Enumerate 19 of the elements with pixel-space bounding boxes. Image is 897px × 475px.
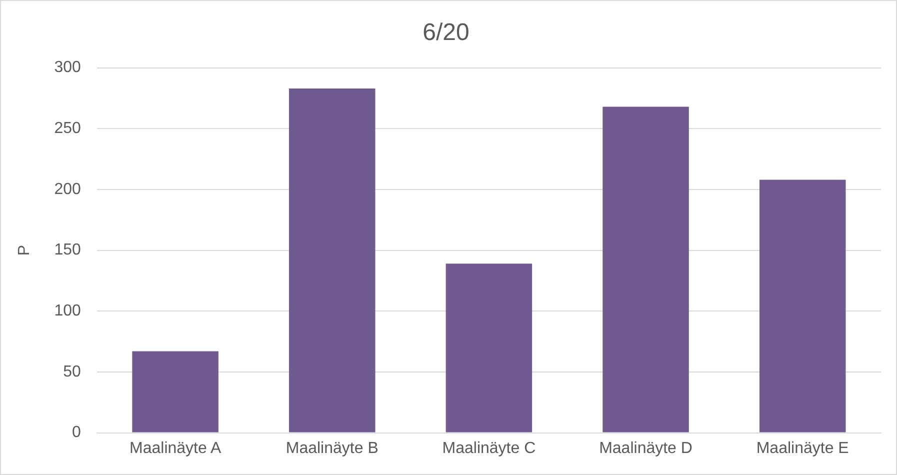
y-tick-label: 300 [54, 59, 81, 76]
bar [759, 180, 846, 432]
bar [446, 264, 532, 432]
x-tick-label: Maalinäyte B [286, 440, 378, 457]
y-tick-label: 50 [63, 363, 81, 380]
x-tick-label: Maalinäyte C [442, 440, 536, 457]
y-tick-label: 200 [54, 180, 81, 198]
bar [289, 88, 376, 432]
y-tick-label: 150 [54, 242, 81, 259]
chart-title: 6/20 [422, 19, 470, 46]
y-tick-label: 100 [54, 302, 81, 320]
y-axis-title: P [16, 244, 34, 256]
x-tick-label: Maalinäyte E [756, 440, 849, 457]
bar [602, 106, 689, 432]
bar [132, 351, 218, 432]
x-tick-label: Maalinäyte A [130, 440, 222, 457]
x-tick-label: Maalinäyte D [599, 440, 692, 457]
y-tick-label: 0 [72, 424, 81, 442]
y-tick-label: 250 [54, 120, 81, 138]
